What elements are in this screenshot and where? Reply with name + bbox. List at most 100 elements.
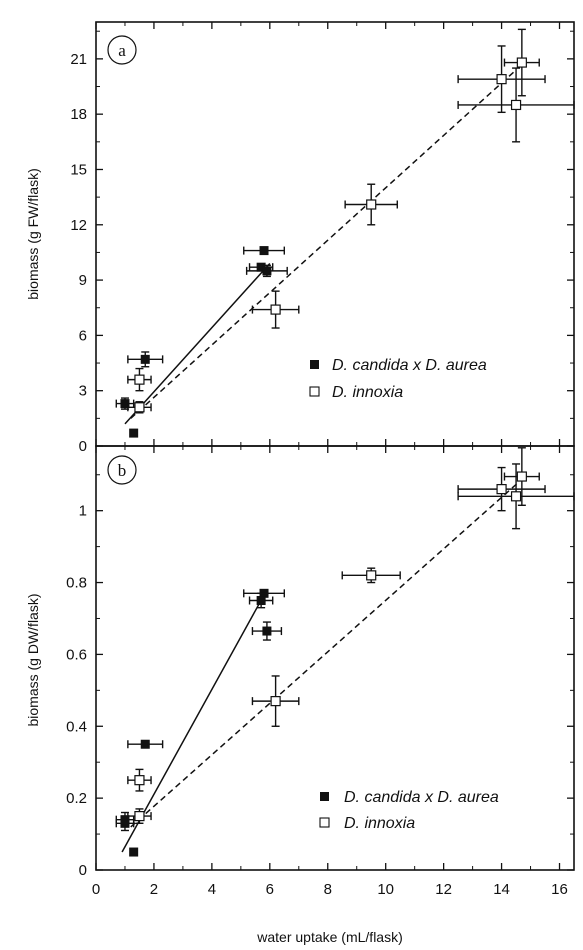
filled-marker [129,428,139,438]
point-b-hybrid-6 [251,621,283,641]
panel-a: 0 3 6 9 12 15 18 21 a biomass (g FW/flask) D. c… [25,21,575,455]
y-tick-label-a-0: 0 [79,438,87,455]
x-tick-label-12: 12 [435,881,452,898]
x-axis-title: water uptake (mL/flask) [256,929,403,945]
panel-b-label: b [118,461,127,480]
x-tick-label-16: 16 [551,881,568,898]
x-tick-label-4: 4 [208,881,216,898]
y-tick-label-a-12: 12 [70,217,87,234]
open-marker [510,99,522,111]
x-tick-label-2: 2 [150,881,158,898]
point-b-hybrid-2 [129,847,139,857]
y-tick-label-a-21: 21 [70,51,87,68]
open-marker [134,811,145,822]
legend-a-label-hybrid: D. candida x D. aurea [332,357,487,374]
open-marker [270,696,281,707]
open-marker [496,74,507,85]
open-marker [516,57,527,68]
y-tick-label-a-9: 9 [79,272,87,289]
point-b-innoxia-1 [127,808,152,824]
panel-a-label: a [118,41,126,60]
y-tick-label-b-1: 1 [79,503,87,520]
panel-a-marks [115,28,575,438]
legend-a-open-marker [309,386,320,397]
point-a-innoxia-0 [127,367,152,392]
point-b-hybrid-3 [127,739,164,749]
point-b-hybrid-5 [248,592,274,609]
point-a-hybrid-1 [129,428,139,438]
filled-marker [259,246,269,256]
panel-b: 0 2 4 6 8 10 12 14 16 0 0.2 0.4 0.6 0.8 1 b biomass (g… [25,445,575,945]
open-marker [510,491,522,502]
filled-marker [120,815,130,825]
panel-a-legend: D. candida x D. aurea D. innoxia [309,357,487,401]
filled-marker [256,262,266,272]
point-b-innoxia-0 [127,768,152,792]
panel-b-grid: 0 2 4 6 8 10 12 14 16 0 0.2 0.4 0.6 0.8 1 [66,446,574,898]
y-tick-label-b-0.6: 0.6 [66,646,87,663]
open-marker [366,199,377,210]
fit-line-a-innoxia [130,69,517,419]
point-a-hybrid-5 [245,264,288,278]
point-a-innoxia-5 [503,28,540,97]
panel-b-label-circle [107,455,137,485]
point-a-hybrid-2 [127,351,164,368]
x-tick-label-14: 14 [493,881,510,898]
legend-a-label-innoxia: D. innoxia [332,384,403,401]
filled-marker [129,847,139,857]
point-a-innoxia-4 [457,45,546,114]
y-tick-label-b-0.4: 0.4 [66,718,87,735]
point-a-innoxia-2 [251,290,300,329]
filled-marker [140,739,150,749]
panel-b-legend: D. candida x D. aurea D. innoxia [319,789,499,832]
point-b-innoxia-4 [457,466,546,512]
y-tick-label-b-0.2: 0.2 [66,790,87,807]
open-marker [516,471,527,482]
open-marker [366,570,377,581]
legend-b-filled-marker [320,792,329,801]
filled-marker [256,596,266,606]
y-tick-label-b-0: 0 [79,862,87,879]
point-b-hybrid-1 [115,811,135,828]
open-marker [496,484,507,495]
panel-b-frame [95,445,575,871]
point-b-innoxia-2 [251,675,300,727]
y-tick-label-b-0.8: 0.8 [66,575,87,592]
x-tick-label-0: 0 [92,881,100,898]
y-tick-label-a-15: 15 [70,161,87,178]
open-marker [134,775,145,786]
open-marker [134,402,145,413]
fit-line-b-innoxia [130,481,520,828]
legend-b-open-marker [319,817,330,828]
fit-line-a-hybrid [124,262,271,425]
legend-b-label-hybrid: D. candida x D. aurea [344,789,499,806]
point-b-innoxia-5 [503,447,540,506]
x-tick-label-10: 10 [377,881,394,898]
open-marker [270,304,281,315]
x-tick-label-8: 8 [324,881,332,898]
point-a-innoxia-3 [344,183,398,226]
legend-a-filled-marker [310,360,319,369]
panel-a-grid: 0 3 6 9 12 15 18 21 [70,22,574,455]
panel-a-label-circle [107,35,137,65]
panel-b-marks [115,447,575,857]
filled-marker [262,266,272,276]
panel-b-y-axis-title: biomass (g DW/flask) [25,593,41,726]
filled-marker [140,354,150,364]
y-tick-label-a-18: 18 [70,106,87,123]
point-b-innoxia-3 [341,567,401,584]
point-a-innoxia-6 [457,67,575,143]
x-tick-label-6: 6 [266,881,274,898]
panel-a-y-axis-title: biomass (g FW/flask) [25,168,41,299]
y-tick-label-a-3: 3 [79,383,87,400]
point-a-innoxia-1 [127,401,152,414]
fit-line-b-hybrid [121,589,268,853]
filled-marker [262,626,272,636]
y-tick-label-a-6: 6 [79,327,87,344]
point-a-hybrid-3 [243,246,286,256]
point-b-innoxia-6 [457,463,575,530]
filled-marker [120,399,130,409]
open-marker [134,374,145,385]
legend-b-label-innoxia: D. innoxia [344,815,415,832]
